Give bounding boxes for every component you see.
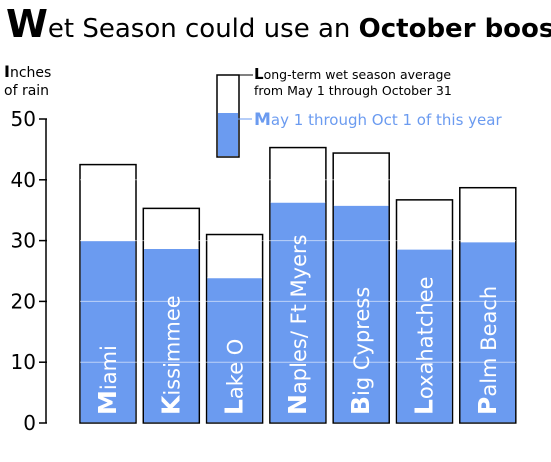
y-tick-label: 10 [11,350,36,374]
bar-current [270,202,326,423]
y-tick-label: 0 [23,411,36,435]
bar-current [397,249,452,423]
bar-group: Palm Beach [459,186,517,424]
y-tick-label: 40 [11,168,36,192]
chart-title-bold: October boost [358,14,551,44]
legend-current-rest: ay 1 through Oct 1 of this year [271,111,503,129]
bar-category-label: Naples/ Ft Myers [283,234,312,415]
bar-category-initial: L [220,399,249,415]
bar-group: Loxahatchee [395,199,454,424]
bar-group: Lake O [205,233,264,424]
bar-category-rest: iami [97,345,121,390]
y-axis-label: Inches of rain [4,63,51,100]
bar-category-label: Loxahatchee [410,276,439,415]
y-axis-label-line1: nches [9,65,52,81]
legend-average-rest: ong-term wet season average [264,67,452,82]
bar-category-rest: aples/ Ft Myers [287,234,311,394]
y-axis-label-line2: of rain [4,83,50,99]
bar-category-initial: N [283,394,312,415]
bar-category-label: Kissimmee [156,295,185,415]
bar-category-label: Lake O [220,339,249,415]
chart-title-plain: et Season could use an [47,14,359,44]
bar-category-label: Miami [93,345,122,415]
y-axis-label-initial: I [4,62,10,81]
bar-current [80,240,136,423]
legend-average-initial: L [254,65,264,83]
y-tick-label: 50 [11,107,36,131]
bar-group: Big Cypress [332,152,390,424]
bar-group: Miami [79,163,137,424]
y-tick-label: 30 [11,229,36,253]
bar-category-rest: ig Cypress [350,287,374,396]
bar-category-rest: oxahatchee [414,276,438,399]
bar-category-rest: ake O [224,339,248,399]
bar-category-initial: P [473,397,502,415]
legend-average-label-line2: from May 1 through October 31 [254,83,452,98]
bar-group: Naples/ Ft Myers [269,146,327,424]
bar-category-initial: L [410,399,439,415]
legend-current-label: May 1 through Oct 1 of this year [254,110,502,130]
bar-group: Kissimmee [142,207,201,424]
bar-category-label: Palm Beach [473,286,502,415]
bars-group: Miami Kissimmee Lake O Naples/ Ft Myers Big … [79,146,517,424]
bar-category-rest: alm Beach [477,286,501,397]
bar-category-label: Big Cypress [346,287,375,415]
bar-current [333,205,389,423]
bar-current [460,241,516,423]
y-axis: 0 10 20 30 40 50 [11,107,47,435]
legend: Long-term wet season average from May 1 … [216,65,502,158]
legend-current-initial: M [254,110,271,130]
bar-category-initial: B [346,396,375,415]
chart-title: Wet Season could use an October boost [6,4,551,49]
bar-category-initial: M [93,390,122,415]
bar-category-initial: K [156,394,185,415]
y-tick-label: 20 [11,289,36,313]
legend-current-swatch [218,113,238,156]
bar-category-rest: issimmee [160,295,184,395]
bar-current [144,248,199,423]
legend-average-label: Long-term wet season average [254,65,451,83]
chart-title-initial: W [6,2,48,46]
